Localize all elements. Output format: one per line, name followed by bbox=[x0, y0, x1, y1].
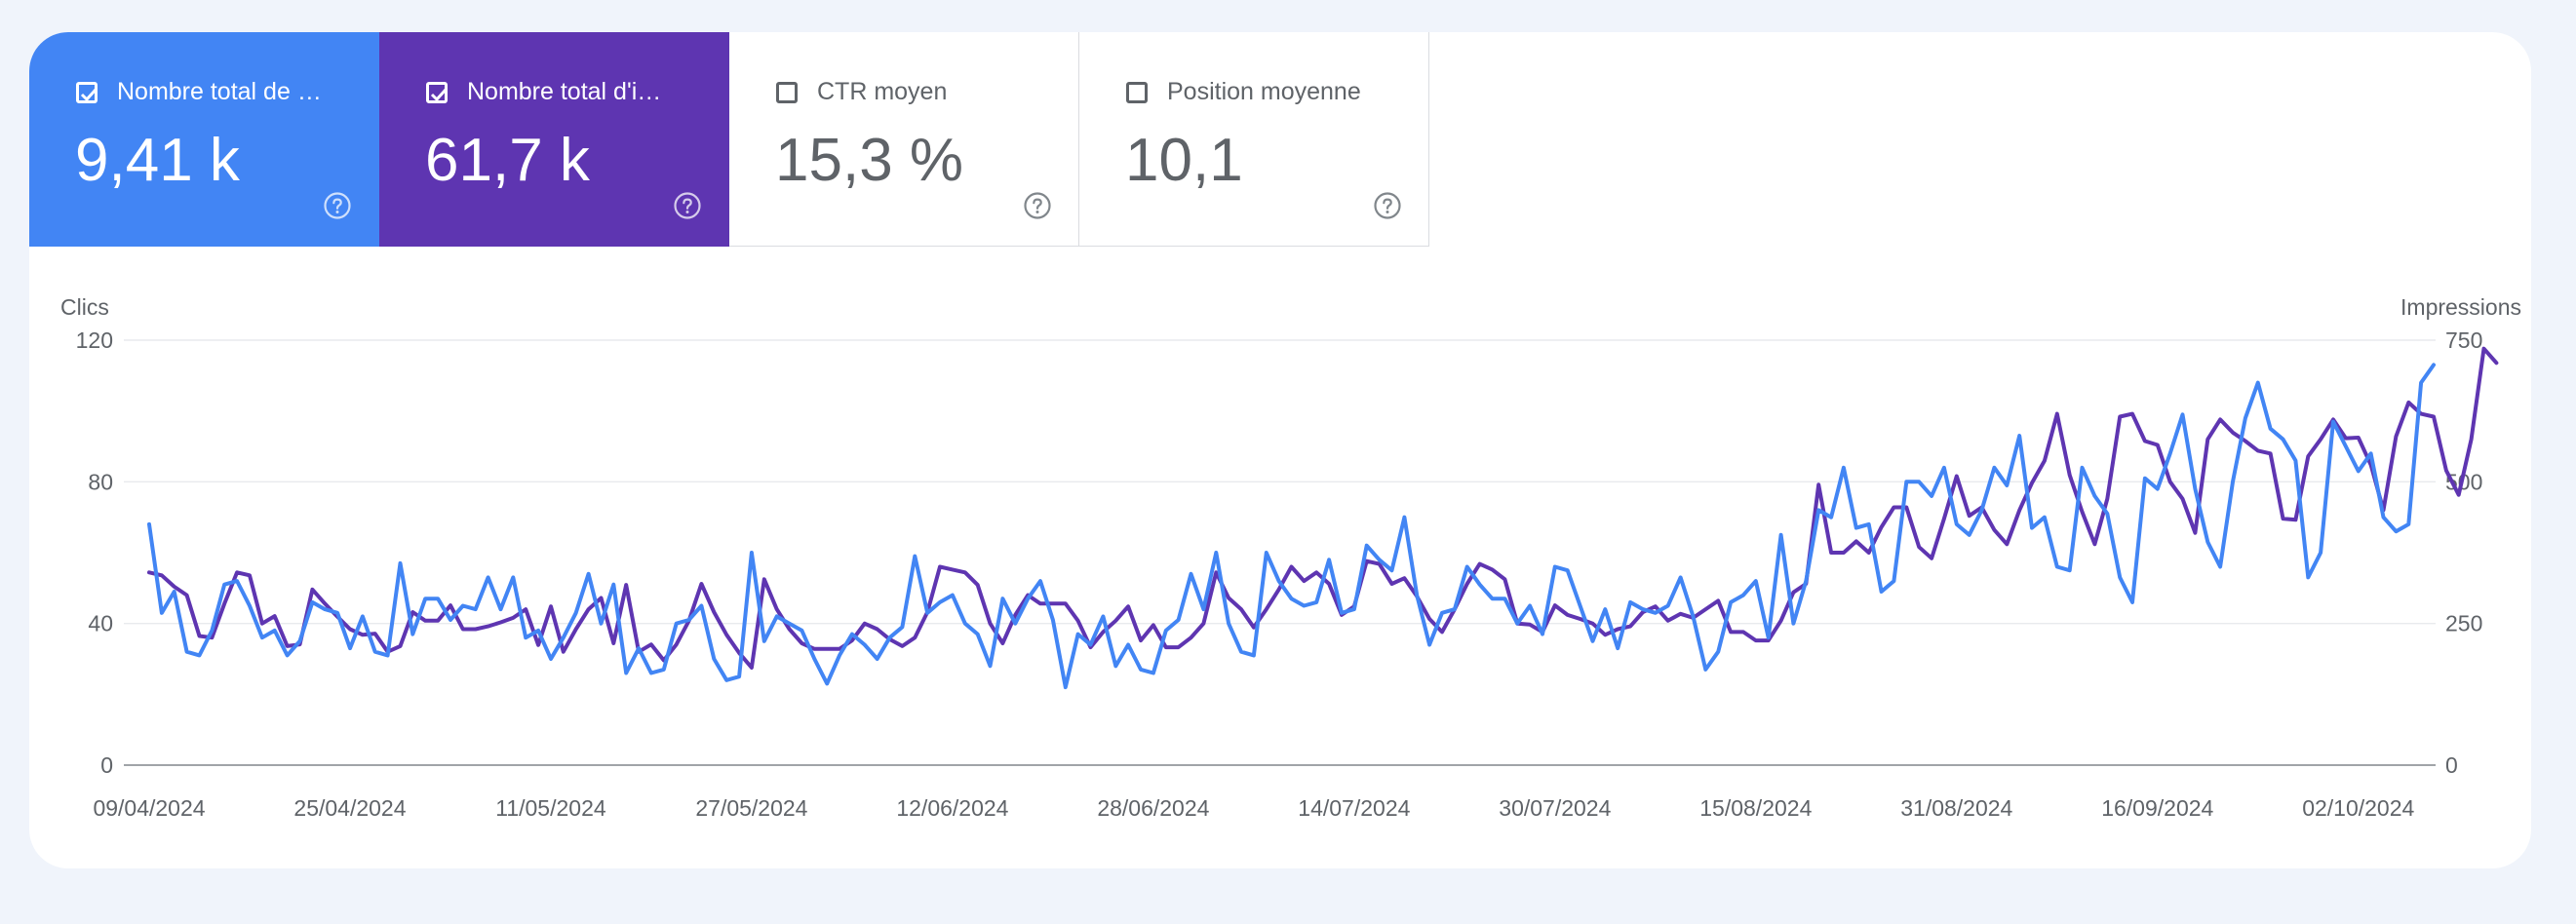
metric-card-ctr[interactable]: CTR moyen 15,3 % bbox=[729, 32, 1079, 247]
help-circle-icon[interactable] bbox=[673, 191, 702, 220]
left-axis-title: Clics bbox=[60, 294, 109, 320]
help-circle-icon[interactable] bbox=[1373, 191, 1402, 220]
metric-card-total-impressions[interactable]: Nombre total d'i… 61,7 k bbox=[379, 32, 729, 247]
help-circle-icon[interactable] bbox=[323, 191, 352, 220]
checkbox-empty-icon[interactable] bbox=[776, 82, 798, 103]
metric-label: CTR moyen bbox=[817, 78, 948, 105]
x-tick-label: 12/06/2024 bbox=[896, 795, 1008, 821]
x-tick-label: 25/04/2024 bbox=[293, 795, 406, 821]
left-tick-label: 0 bbox=[100, 752, 113, 778]
impressions-series-line bbox=[147, 346, 2499, 670]
checkbox-empty-icon[interactable] bbox=[1126, 82, 1148, 103]
metric-value: 15,3 % bbox=[775, 127, 964, 194]
right-axis-title: Impressions bbox=[2400, 294, 2521, 320]
x-tick-label: 31/08/2024 bbox=[1900, 795, 2012, 821]
checkbox-checked-icon[interactable] bbox=[426, 82, 448, 103]
x-tick-label: 11/05/2024 bbox=[495, 795, 606, 821]
metric-card-total-clicks[interactable]: Nombre total de … 9,41 k bbox=[29, 32, 379, 247]
left-tick-label: 120 bbox=[76, 327, 113, 353]
metric-card-position[interactable]: Position moyenne 10,1 bbox=[1079, 32, 1429, 247]
left-tick-label: 80 bbox=[88, 469, 113, 494]
metric-label: Nombre total d'i… bbox=[467, 78, 662, 105]
x-tick-label: 27/05/2024 bbox=[695, 795, 807, 821]
x-tick-label: 30/07/2024 bbox=[1499, 795, 1611, 821]
x-tick-label: 09/04/2024 bbox=[93, 795, 205, 821]
metric-value: 10,1 bbox=[1125, 127, 1243, 194]
x-tick-label: 16/09/2024 bbox=[2101, 795, 2213, 821]
checkbox-checked-icon[interactable] bbox=[76, 82, 98, 103]
x-tick-label: 28/06/2024 bbox=[1097, 795, 1209, 821]
right-tick-label: 0 bbox=[2445, 752, 2458, 778]
metric-value: 9,41 k bbox=[75, 127, 240, 194]
help-circle-icon[interactable] bbox=[1023, 191, 1052, 220]
right-tick-label: 750 bbox=[2445, 327, 2482, 353]
x-tick-label: 15/08/2024 bbox=[1699, 795, 1812, 821]
right-tick-label: 250 bbox=[2445, 611, 2482, 636]
left-tick-label: 40 bbox=[88, 611, 113, 636]
metric-label: Position moyenne bbox=[1167, 78, 1361, 105]
x-tick-label: 02/10/2024 bbox=[2302, 795, 2414, 821]
clicks-series-line bbox=[147, 363, 2436, 690]
x-tick-label: 14/07/2024 bbox=[1298, 795, 1410, 821]
metric-cards: Nombre total de … 9,41 k Nombre total d'… bbox=[29, 32, 1429, 248]
metric-label: Nombre total de … bbox=[117, 78, 322, 105]
metric-value: 61,7 k bbox=[425, 127, 590, 194]
